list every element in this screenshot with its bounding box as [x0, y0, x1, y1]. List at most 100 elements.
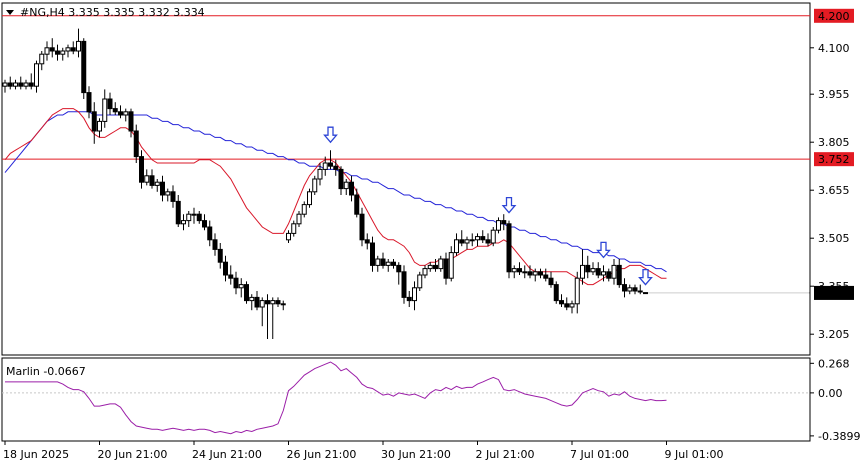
candle-body-80 [422, 268, 428, 276]
time-tick-label-1: 20 Jun 21:00 [98, 448, 168, 461]
candle-body-1 [7, 82, 13, 87]
candle-body-32 [170, 191, 176, 202]
candle-body-82 [433, 264, 438, 270]
candle-body-40 [212, 239, 218, 250]
candle-body-93 [490, 229, 496, 244]
collapse-triangle-icon[interactable] [6, 10, 14, 15]
candle-body-23 [123, 111, 129, 116]
arrow-markers [323, 126, 653, 286]
candle-body-24 [128, 111, 134, 132]
marlin-series-line [5, 361, 667, 435]
candle-body-99 [522, 271, 528, 274]
price-tick-label-4: 3.505 [818, 232, 850, 245]
candle-body-56 [296, 213, 302, 225]
price-level-labels: 4.200 3.752 3.334 [648, 8, 854, 300]
candle-body-49 [259, 300, 265, 308]
level-label-bg-0 [814, 8, 854, 23]
candle-body-42 [223, 261, 228, 276]
candle-body-51 [270, 300, 276, 305]
candle-body-12 [65, 47, 71, 52]
candle-body-30 [160, 181, 165, 196]
down-arrow-icon-2 [596, 241, 611, 259]
down-arrow-icon-3 [638, 268, 653, 286]
down-arrow-icon-0 [323, 126, 338, 144]
candle-body-29 [154, 181, 160, 186]
candle-body-37 [196, 213, 202, 222]
candle-body-122 [643, 292, 648, 295]
candle-body-25 [133, 130, 139, 158]
candle-body-59 [312, 178, 318, 193]
candle-body-105 [553, 284, 559, 302]
candles [2, 28, 648, 339]
candle-body-7 [39, 53, 45, 65]
candle-body-70 [370, 242, 375, 266]
candle-body-26 [139, 156, 144, 183]
candle-body-72 [380, 258, 386, 266]
candle-body-108 [569, 303, 575, 308]
time-tick-label-3: 26 Jun 21:00 [287, 448, 357, 461]
price-tick-label-0: 4.100 [818, 42, 850, 55]
candle-body-95 [501, 220, 507, 225]
candle-body-107 [564, 303, 570, 308]
marlin-pane[interactable]: 0.268 0.00 -0.3899 Marlin -0.0667 [1, 357, 860, 443]
candle-body-85 [448, 252, 454, 279]
candle-body-106 [559, 300, 564, 305]
candle-body-78 [412, 287, 417, 302]
candle-body-64 [338, 168, 344, 190]
candle-body-67 [354, 194, 360, 215]
candle-body-0 [2, 82, 8, 87]
candle-body-3 [18, 82, 24, 87]
candle-body-83 [438, 258, 444, 270]
candle-body-58 [307, 191, 312, 206]
current-price-label: 3.334 [818, 287, 850, 300]
candle-body-117 [616, 264, 622, 286]
candle-body-114 [601, 271, 606, 276]
level-label-1: 3.752 [818, 153, 850, 166]
candle-body-90 [475, 236, 480, 241]
time-tick-label-0: 18 Jun 2025 [3, 448, 69, 461]
candle-body-39 [207, 226, 213, 241]
candle-body-88 [464, 239, 470, 244]
candle-body-17 [91, 111, 97, 132]
candle-body-33 [175, 200, 181, 225]
candle-body-89 [469, 239, 475, 242]
candle-body-35 [186, 213, 192, 222]
candle-body-20 [107, 98, 113, 110]
candle-body-44 [233, 277, 239, 289]
candle-body-103 [543, 274, 549, 279]
candle-body-81 [427, 264, 433, 270]
candle-body-53 [280, 303, 286, 306]
marlin-tick-label-2: -0.3899 [818, 430, 860, 443]
level-label-bg-1 [814, 152, 854, 167]
candle-body-97 [511, 268, 517, 273]
candle-body-8 [44, 47, 50, 55]
candle-body-61 [322, 162, 328, 170]
candle-body-10 [55, 50, 60, 55]
candle-body-84 [443, 258, 449, 279]
candle-body-52 [275, 300, 281, 305]
candle-body-45 [238, 284, 244, 289]
candle-body-9 [49, 47, 55, 52]
time-tick-label-5: 2 Jul 21:00 [476, 448, 535, 461]
marlin-pane-frame [1, 357, 811, 442]
current-price-label-bg [814, 285, 854, 300]
candle-body-22 [118, 111, 123, 116]
candle-body-43 [228, 274, 234, 279]
candle-body-92 [485, 239, 491, 244]
candle-body-48 [254, 296, 260, 308]
candle-body-27 [144, 175, 150, 183]
candle-body-118 [622, 284, 627, 292]
candle-body-121 [637, 290, 643, 293]
candle-body-46 [244, 284, 249, 302]
candle-body-18 [97, 120, 102, 132]
time-tick-label-4: 30 Jun 21:00 [381, 448, 451, 461]
marlin-header: Marlin -0.0667 [6, 365, 86, 378]
candle-body-13 [70, 47, 76, 52]
candle-body-112 [590, 268, 596, 273]
candle-body-50 [265, 300, 270, 305]
candle-body-66 [349, 181, 354, 196]
candle-body-4 [23, 82, 29, 87]
candle-body-91 [480, 236, 486, 241]
